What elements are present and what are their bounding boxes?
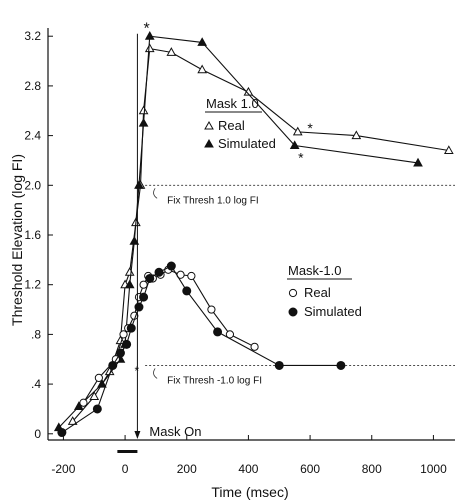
data-point — [97, 378, 107, 388]
data-point — [115, 348, 125, 358]
asterisk-annotation: * — [144, 21, 150, 38]
y-tick-label: 0 — [34, 427, 41, 441]
data-point — [197, 64, 208, 74]
series-filled-circle — [57, 261, 346, 438]
data-point — [134, 302, 144, 312]
data-point — [292, 126, 303, 136]
data-point — [129, 235, 140, 245]
y-tick-label: .4 — [31, 377, 41, 391]
data-point — [139, 280, 148, 289]
asterisk-annotation: * — [298, 150, 304, 166]
legend-mask-high-title: Mask 1.0 — [206, 96, 259, 111]
data-point — [166, 261, 176, 271]
x-axis-title: Time (msec) — [211, 484, 288, 500]
mask-on-arrowhead — [134, 431, 141, 439]
legend-mask-low-simulated-label: Simulated — [304, 304, 362, 319]
legend-mask-low: Mask-1.0 Real Simulated — [287, 263, 362, 319]
x-tick-label: 800 — [362, 462, 382, 476]
data-point — [197, 37, 208, 46]
legend-mask-low-title: Mask-1.0 — [288, 263, 341, 278]
x-tick-label: -200 — [51, 462, 75, 476]
annotations: Mask On**** — [117, 21, 313, 453]
y-tick-label: 1.6 — [24, 228, 41, 242]
y-tick-label: .8 — [31, 327, 41, 341]
legend-mask-high-simulated-label: Simulated — [218, 136, 276, 151]
data-point — [182, 286, 192, 296]
x-tick-label: 600 — [300, 462, 320, 476]
data-point — [289, 140, 300, 150]
data-point — [124, 279, 135, 289]
data-point — [213, 327, 223, 337]
legend-mask-high-real-marker — [204, 120, 214, 130]
y-tick-label: 2.0 — [24, 178, 41, 192]
x-tick-label: 1000 — [420, 462, 447, 476]
asterisk-annotation: * — [134, 364, 139, 378]
data-point — [250, 342, 259, 351]
y-tick-label: 1.2 — [24, 278, 41, 292]
data-point — [207, 305, 216, 314]
series-filled-triangle — [53, 30, 423, 432]
data-point — [119, 330, 128, 339]
data-point — [145, 273, 155, 283]
data-point — [138, 117, 149, 127]
series-line — [61, 265, 341, 434]
axes: 0 .4 .8 1.2 1.6 2.0 2.4 2.8 3.2 -200 0 200 400 600 800… — [24, 28, 455, 476]
data-point — [351, 130, 362, 140]
series-open-triangle — [67, 43, 454, 425]
data-point — [89, 391, 100, 401]
data-point — [443, 145, 454, 155]
data-point — [413, 157, 423, 167]
legend-mask-low-real-label: Real — [304, 285, 331, 300]
y-tick-label: 3.2 — [24, 29, 41, 43]
mask-duration-bar — [117, 450, 138, 453]
data-point — [57, 428, 67, 438]
legend-mask-high-real-label: Real — [218, 118, 245, 133]
legend-mask-high-simulated-marker — [204, 138, 214, 148]
data-point — [122, 339, 132, 349]
data-point — [92, 404, 102, 414]
fix-thresh-hook — [153, 188, 158, 199]
data-point — [166, 47, 177, 56]
y-tick-label: 2.8 — [24, 79, 41, 93]
data-point — [144, 30, 155, 40]
legend-mask-low-real-marker — [288, 288, 298, 298]
fix-thresh-label: Fix Thresh 1.0 log FI — [167, 195, 259, 206]
legend-mask-high: Mask 1.0 Real Simulated — [204, 96, 276, 151]
data-point — [126, 323, 136, 333]
y-axis-title: Threshold Elevation (log FI) — [9, 154, 25, 326]
data-point — [187, 271, 196, 281]
fix-thresh-label: Fix Thresh -1.0 log FI — [167, 375, 262, 386]
fix-thresh-hook — [153, 368, 158, 379]
data-point — [138, 105, 149, 115]
legend-mask-low-simulated-marker — [288, 307, 298, 317]
reference-lines: Fix Thresh 1.0 log FI Fix Thresh -1.0 log… — [145, 184, 455, 386]
y-tick-label: 2.4 — [24, 129, 41, 143]
data-point — [124, 267, 135, 276]
x-tick-label: 400 — [238, 462, 258, 476]
data-point — [108, 360, 118, 370]
data-point — [336, 360, 346, 370]
data-point — [67, 416, 78, 425]
data-point — [94, 373, 103, 382]
data-point — [144, 43, 155, 53]
mask-on-label: Mask On — [149, 424, 201, 439]
data-point — [139, 292, 149, 302]
data-point — [274, 360, 284, 370]
x-tick-label: 200 — [177, 462, 197, 476]
asterisk-annotation: * — [307, 120, 313, 136]
data-point — [154, 267, 164, 277]
series-line — [72, 47, 449, 422]
x-tick-label: 0 — [122, 462, 129, 476]
data-point — [79, 398, 88, 407]
